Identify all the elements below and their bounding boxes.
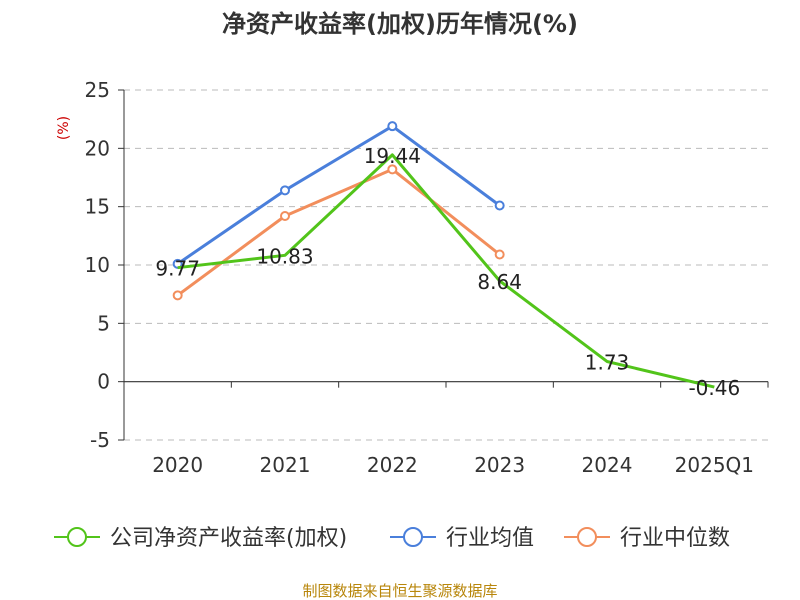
data-point-marker (172, 258, 183, 269)
data-label: 19.44 (364, 144, 421, 168)
data-point-marker (494, 249, 505, 260)
data-label: 10.83 (256, 244, 313, 268)
y-tick-label: -5 (90, 428, 110, 452)
legend-label-2: 行业中位数 (620, 526, 730, 551)
source-note: 制图数据来自恒生聚源数据库 (302, 582, 497, 600)
data-point-marker (172, 290, 183, 301)
x-tick-label: 2025Q1 (675, 453, 754, 477)
gridlines (124, 89, 768, 441)
series-line-2 (176, 167, 501, 297)
y-tick-label: 25 (85, 78, 110, 102)
data-label: 9.77 (155, 257, 200, 281)
data-point-marker (387, 164, 398, 175)
x-tick-label: 2020 (152, 453, 203, 477)
data-label: 1.73 (585, 350, 630, 374)
axes: 25 20 15 10 5 0 -5 2020 2021 2022 2023 2024 2025Q1 (85, 78, 769, 477)
data-point-marker (494, 200, 505, 211)
data-point-marker (280, 211, 290, 221)
data-labels: 9.77 10.83 19.44 8.64 1.73 -0.46 (155, 144, 740, 400)
y-tick-label: 5 (97, 311, 110, 335)
y-tick-label: 20 (85, 136, 110, 160)
data-point-marker (280, 185, 290, 196)
y-tick-label: 0 (97, 370, 110, 394)
data-label: 8.64 (477, 270, 522, 294)
series-lines (172, 121, 715, 389)
series-line-0 (177, 153, 715, 389)
legend-marker-1 (403, 527, 423, 547)
series-line-1 (176, 124, 501, 266)
y-tick-label: 10 (85, 253, 110, 277)
x-tick-label: 2022 (367, 453, 418, 477)
data-label: -0.46 (688, 376, 740, 400)
legend-label-0: 公司净资产收益率(加权) (110, 526, 347, 551)
chart-title: 净资产收益率(加权)历年情况(%) (222, 10, 578, 38)
legend: 公司净资产收益率(加权) 行业均值 行业中位数 (54, 526, 730, 551)
x-tick-label: 2021 (260, 453, 311, 477)
legend-marker-2 (577, 527, 597, 547)
legend-label-1: 行业均值 (446, 526, 534, 551)
legend-marker-0 (67, 527, 87, 547)
data-point-marker (387, 121, 398, 132)
x-tick-label: 2024 (582, 453, 633, 477)
x-tick-label: 2023 (474, 453, 525, 477)
y-axis-unit-label: (%) (56, 116, 72, 140)
y-tick-label: 15 (85, 195, 110, 219)
